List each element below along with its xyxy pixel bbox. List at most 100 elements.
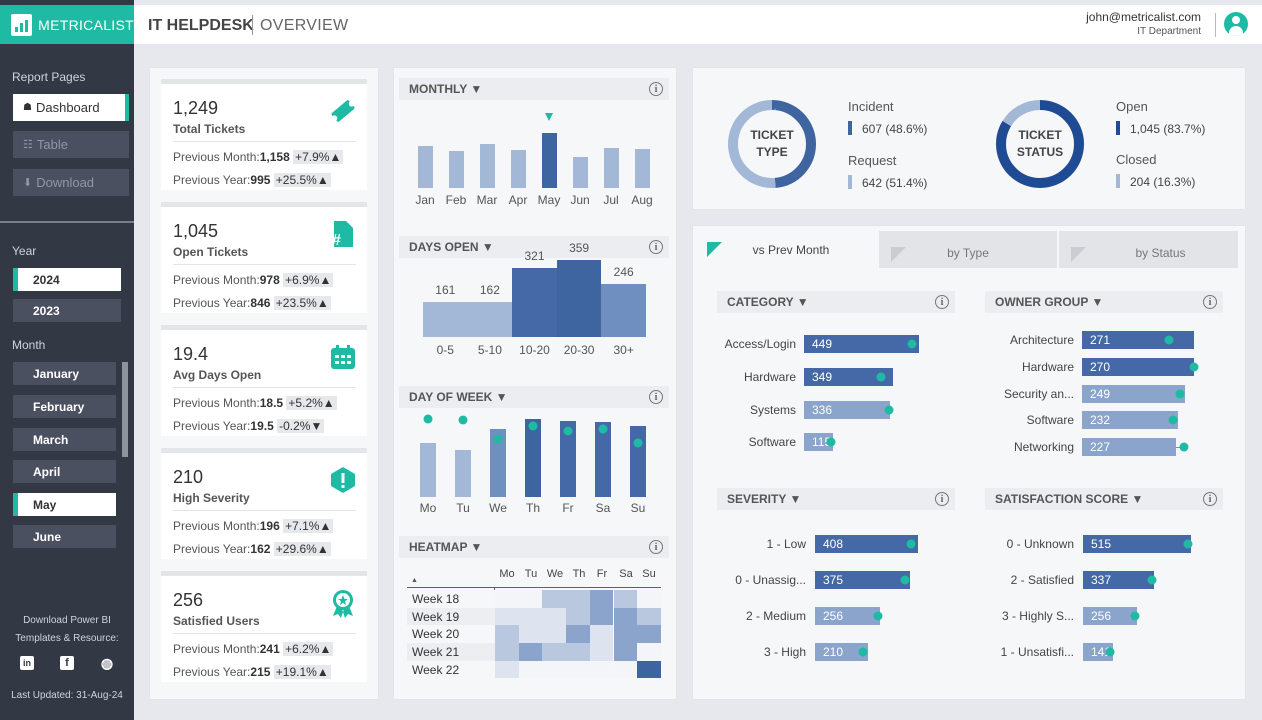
year-option-2024[interactable]: 2024: [13, 268, 121, 291]
day-of-week-bar-tu[interactable]: [455, 449, 471, 497]
donut-slice-closed[interactable]: [996, 100, 1084, 188]
heatmap-cell[interactable]: [613, 607, 638, 626]
monthly-bar-apr[interactable]: [510, 149, 526, 188]
days-open-bar-0-5[interactable]: [423, 302, 468, 337]
info-icon[interactable]: i: [935, 492, 949, 506]
heatmap-cell[interactable]: [637, 590, 661, 608]
day-of-week-bar-we[interactable]: [490, 429, 506, 497]
heatmap-cell[interactable]: [495, 590, 519, 608]
heatmap-cell[interactable]: [613, 643, 638, 661]
heatmap-cell[interactable]: [542, 643, 567, 661]
heatmap-chart-header[interactable]: HEATMAP ▼ i: [399, 536, 669, 558]
days-open-bar-10-20[interactable]: [512, 267, 557, 337]
monthly-bar-jan[interactable]: [417, 145, 433, 188]
severity-chart-header[interactable]: SEVERITY ▼ i: [717, 488, 955, 510]
info-icon[interactable]: i: [649, 540, 663, 554]
horizontal-bar[interactable]: 515: [1083, 535, 1191, 553]
heatmap-cell[interactable]: [495, 643, 519, 661]
info-icon[interactable]: i: [1203, 492, 1217, 506]
horizontal-bar[interactable]: 256: [815, 607, 880, 625]
heatmap-cell[interactable]: [637, 607, 661, 626]
heatmap-cell[interactable]: [637, 643, 661, 661]
day-of-week-bar-fr[interactable]: [560, 421, 576, 497]
heatmap-cell[interactable]: [566, 660, 590, 679]
heatmap-cell[interactable]: [589, 590, 614, 608]
heatmap-cell[interactable]: [613, 660, 638, 679]
heatmap-cell[interactable]: [542, 590, 567, 608]
days-open-bar-30+[interactable]: [601, 284, 646, 337]
days-open-bar-20-30[interactable]: [556, 259, 602, 337]
category-chart-header[interactable]: CATEGORY ▼ i: [717, 291, 955, 313]
heatmap-cell[interactable]: [566, 643, 590, 661]
day-of-week-bar-sa[interactable]: [595, 421, 611, 497]
horizontal-bar[interactable]: 408: [815, 535, 918, 553]
heatmap-cell[interactable]: [495, 625, 519, 644]
heatmap-cell[interactable]: [613, 590, 638, 608]
days-open-bar-5-10[interactable]: [467, 302, 513, 337]
horizontal-bar[interactable]: 232: [1082, 411, 1178, 429]
owner-group-chart-header[interactable]: OWNER GROUP ▼ i: [985, 291, 1223, 313]
heatmap-cell[interactable]: [518, 625, 543, 644]
month-option-february[interactable]: February: [13, 395, 116, 418]
nav-table-button[interactable]: ☷ Table: [13, 131, 129, 158]
heatmap-cell[interactable]: [518, 607, 543, 626]
day-of-week-bar-th[interactable]: [525, 419, 541, 497]
monthly-chart-header[interactable]: MONTHLY ▼ i: [399, 78, 669, 100]
info-icon[interactable]: i: [935, 295, 949, 309]
facebook-icon[interactable]: f: [60, 656, 74, 670]
month-option-march[interactable]: March: [13, 428, 116, 451]
heatmap-cell[interactable]: [589, 625, 614, 644]
linkedin-icon[interactable]: in: [20, 656, 34, 670]
heatmap-cell[interactable]: [566, 625, 590, 644]
heatmap-cell[interactable]: [637, 625, 661, 644]
horizontal-bar[interactable]: 337: [1083, 571, 1154, 589]
info-icon[interactable]: i: [1203, 295, 1217, 309]
user-avatar-icon[interactable]: [1224, 12, 1248, 36]
brand-logo[interactable]: METRICALIST: [0, 5, 134, 44]
info-icon[interactable]: i: [649, 240, 663, 254]
heatmap-cell[interactable]: [637, 660, 661, 679]
sort-ascending-icon[interactable]: ▲: [411, 577, 418, 584]
monthly-bar-jun[interactable]: [572, 156, 588, 188]
heatmap-cell[interactable]: [589, 607, 614, 626]
tab-vs-prev-month[interactable]: vs Prev Month: [703, 231, 879, 268]
heatmap-cell[interactable]: [542, 625, 567, 644]
info-icon[interactable]: i: [649, 390, 663, 404]
monthly-bar-feb[interactable]: [448, 151, 464, 188]
horizontal-bar[interactable]: 349: [804, 368, 894, 386]
heatmap-cell[interactable]: [566, 607, 590, 626]
monthly-bar-jul[interactable]: [603, 147, 619, 188]
nav-download-button[interactable]: ⬇ Download: [13, 169, 129, 196]
horizontal-bar[interactable]: 270: [1082, 358, 1194, 376]
month-scrollbar[interactable]: [122, 362, 128, 457]
horizontal-bar[interactable]: 271: [1082, 331, 1194, 349]
horizontal-bar[interactable]: 210: [815, 643, 868, 661]
horizontal-bar[interactable]: 249: [1082, 385, 1185, 403]
monthly-bar-aug[interactable]: [634, 148, 650, 188]
month-option-may[interactable]: May: [13, 493, 116, 516]
horizontal-bar[interactable]: 256: [1083, 607, 1137, 625]
info-icon[interactable]: i: [649, 82, 663, 96]
horizontal-bar[interactable]: 449: [804, 335, 919, 353]
heatmap-cell[interactable]: [518, 660, 543, 679]
month-option-june[interactable]: June: [13, 525, 116, 548]
month-option-april[interactable]: April: [13, 460, 116, 483]
globe-icon[interactable]: ◍: [100, 654, 114, 671]
heatmap-cell[interactable]: [518, 643, 543, 661]
day-of-week-bar-mo[interactable]: [420, 442, 436, 497]
heatmap-cell[interactable]: [589, 643, 614, 661]
horizontal-bar[interactable]: 375: [815, 571, 910, 589]
heatmap-cell[interactable]: [613, 625, 638, 644]
heatmap-cell[interactable]: [566, 590, 590, 608]
satisfaction-chart-header[interactable]: SATISFACTION SCORE ▼ i: [985, 488, 1223, 510]
heatmap-cell[interactable]: [542, 660, 567, 679]
tab-by-type[interactable]: by Type: [879, 231, 1057, 268]
heatmap-cell[interactable]: [495, 607, 519, 626]
day-of-week-chart-header[interactable]: DAY OF WEEK ▼ i: [399, 386, 669, 408]
days-open-chart-header[interactable]: DAYS OPEN ▼ i: [399, 236, 669, 258]
heatmap-cell[interactable]: [495, 660, 519, 679]
heatmap-cell[interactable]: [542, 607, 567, 626]
donut-slice-request[interactable]: [728, 100, 816, 188]
horizontal-bar[interactable]: 115: [804, 433, 834, 451]
heatmap-cell[interactable]: [518, 590, 543, 608]
